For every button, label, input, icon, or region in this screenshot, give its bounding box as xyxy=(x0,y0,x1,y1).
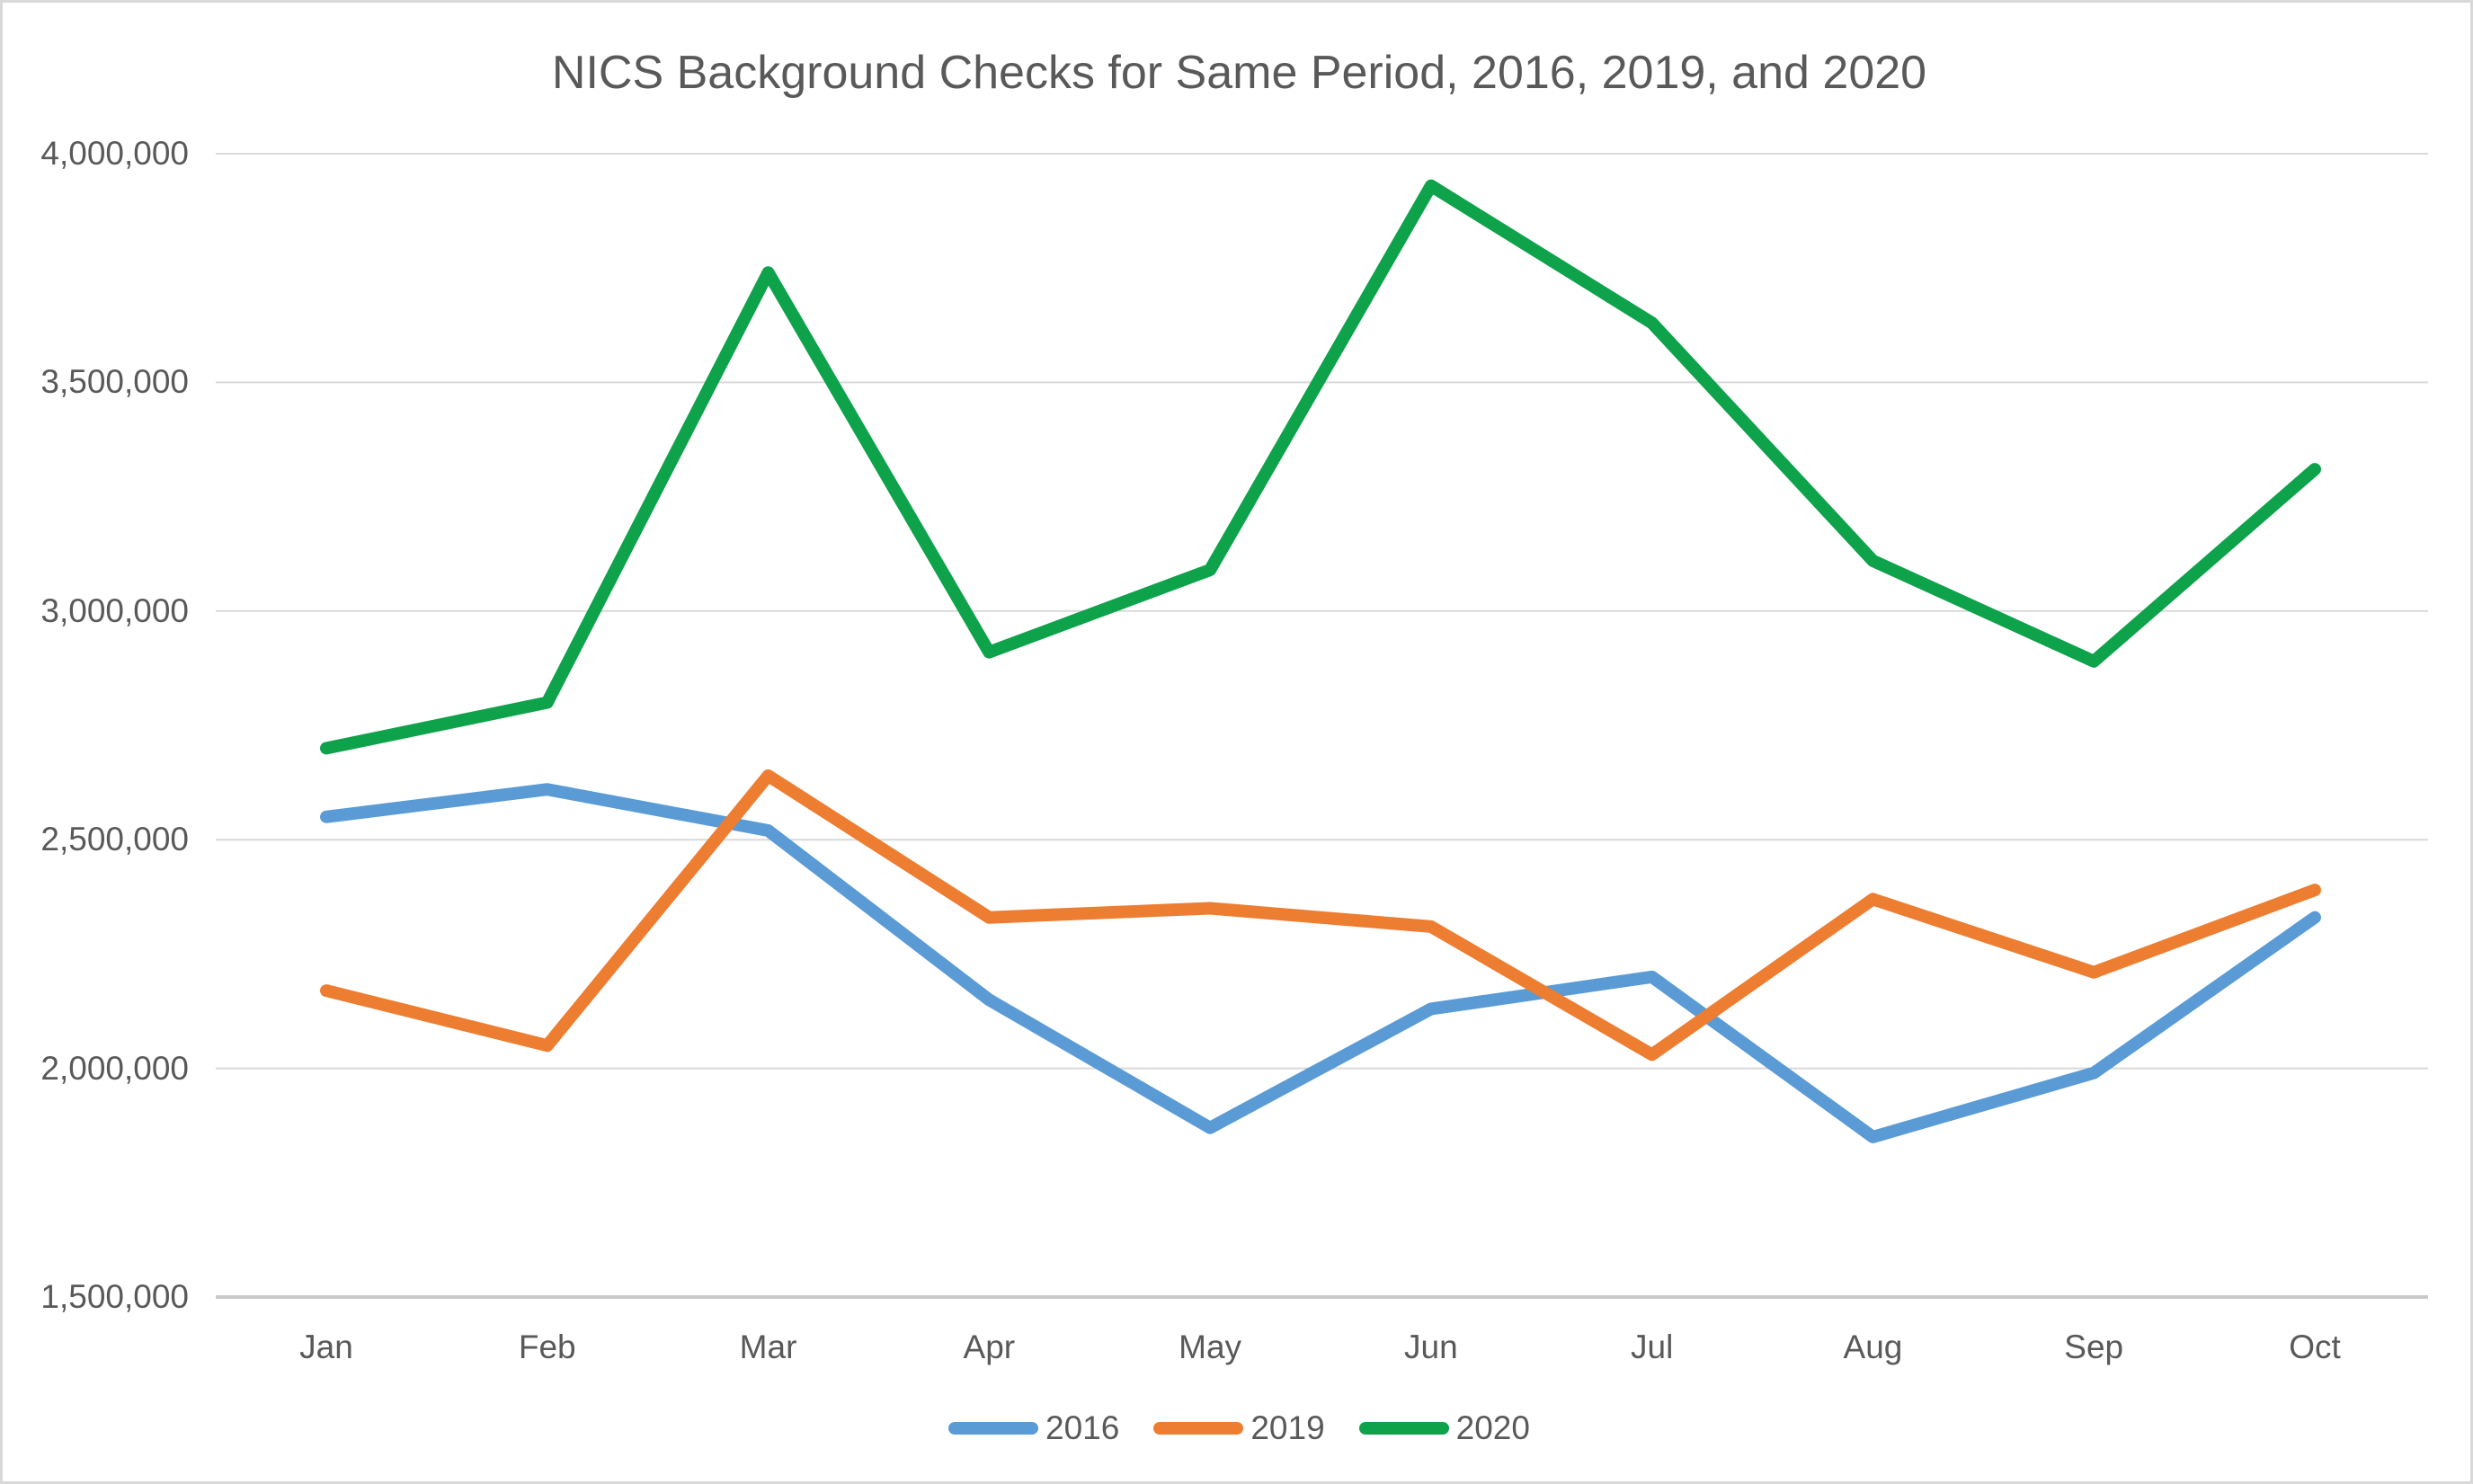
x-tick-label: Jul xyxy=(1631,1328,1674,1365)
legend-label: 2020 xyxy=(1455,1409,1530,1446)
series-line-2020 xyxy=(320,179,2321,755)
y-tick-label: 2,500,000 xyxy=(40,821,189,858)
y-tick-label: 4,000,000 xyxy=(40,135,189,172)
x-tick-label: Feb xyxy=(518,1328,576,1365)
line-chart-plot xyxy=(216,153,2428,1299)
legend-swatch-2020 xyxy=(1358,1422,1449,1435)
chart-legend: 2016 2019 2020 xyxy=(3,1403,2470,1453)
y-tick-label: 2,000,000 xyxy=(40,1049,189,1087)
y-tick-label: 1,500,000 xyxy=(40,1278,189,1315)
legend-label: 2016 xyxy=(1045,1409,1120,1446)
x-tick-label: Aug xyxy=(1843,1328,1903,1365)
legend-swatch-2016 xyxy=(948,1422,1039,1435)
legend-swatch-2019 xyxy=(1153,1422,1244,1435)
x-tick-label: Mar xyxy=(739,1328,797,1365)
legend-label: 2019 xyxy=(1250,1409,1325,1446)
y-tick-label: 3,500,000 xyxy=(40,363,189,401)
x-tick-label: Jun xyxy=(1404,1328,1458,1365)
x-tick-label: Sep xyxy=(2064,1328,2124,1365)
legend-item-2020: 2020 xyxy=(1358,1409,1530,1447)
series-line-2019 xyxy=(320,769,2321,1062)
legend-item-2019: 2019 xyxy=(1153,1409,1325,1447)
chart-title: NICS Background Checks for Same Period, … xyxy=(551,47,1927,99)
x-tick-label: Apr xyxy=(963,1328,1016,1365)
x-tick-label: May xyxy=(1179,1328,1242,1365)
x-tick-label: Jan xyxy=(299,1328,353,1365)
legend-item-2016: 2016 xyxy=(948,1409,1119,1447)
series-line-2016 xyxy=(320,783,2321,1143)
y-tick-label: 3,000,000 xyxy=(40,591,189,629)
x-tick-label: Oct xyxy=(2289,1328,2341,1365)
